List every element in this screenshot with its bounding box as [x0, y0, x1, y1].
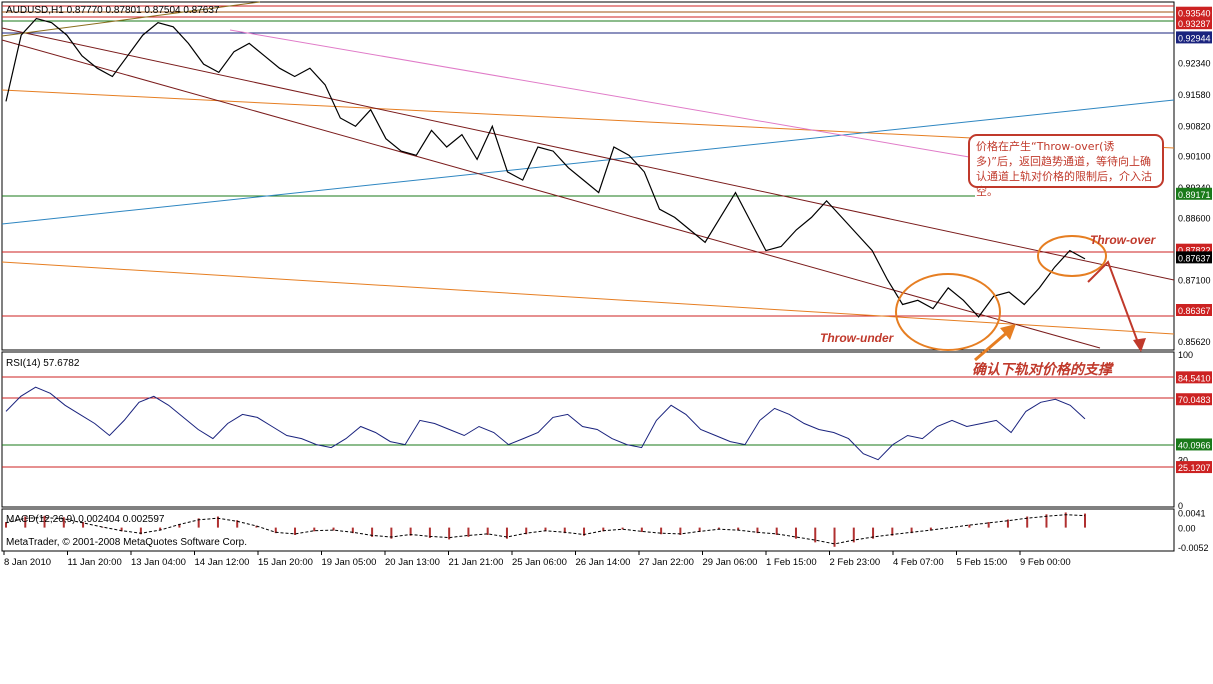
price-tick-badge	[1176, 303, 1212, 316]
macd-tick-label: 0.00	[1178, 524, 1196, 534]
throw-over-arrow	[1087, 260, 1141, 349]
rsi-tick-badge	[1176, 371, 1212, 384]
time-tick-label: 11 Jan 20:00	[68, 557, 122, 568]
macd-label: MACD(12,26,9) 0.002404 0.002597	[6, 514, 165, 525]
price-tick-label: 0.87100	[1178, 276, 1211, 286]
time-axis-ticks: 8 Jan 2010 11 Jan 20:00 13 Jan 04:00 14 Jan…	[3, 551, 1071, 568]
price-tick-badge	[1176, 17, 1212, 30]
arrow-head	[1133, 338, 1146, 352]
time-tick-label: 5 Feb 15:00	[957, 557, 1008, 568]
rsi-tick-badge	[1176, 393, 1212, 406]
macd-histogram	[5, 512, 1086, 547]
time-tick-label: 4 Feb 07:00	[893, 557, 944, 568]
rsi-tick-label: 100	[1178, 350, 1193, 360]
support-arrow	[974, 328, 1011, 362]
price-levels	[2, 5, 1174, 317]
time-tick-label: 14 Jan 12:00	[195, 557, 250, 568]
rsi-panel	[1, 351, 1175, 508]
time-tick-label: 2 Feb 23:00	[830, 557, 881, 568]
time-tick-label: 29 Jan 06:00	[703, 557, 758, 568]
price-tick-badge	[1176, 31, 1212, 44]
price-tick-label: 0.90100	[1178, 151, 1211, 161]
price-tick-label: 0.93287	[1178, 19, 1211, 29]
time-tick-label: 9 Feb 00:00	[1020, 557, 1071, 568]
copyright: MetaTrader, © 2001-2008 MetaQuotes Softw…	[6, 537, 247, 548]
throw-over-ellipse	[1037, 235, 1107, 277]
rsi-label: RSI(14) 57.6782	[6, 358, 80, 369]
macd-signal-line	[5, 514, 1086, 545]
price-tick-badge	[1176, 187, 1212, 200]
price-tick-label: 0.89340	[1178, 183, 1211, 193]
time-tick-label: 27 Jan 22:00	[639, 557, 694, 568]
macd-panel	[1, 508, 1175, 552]
rsi-tick-label: 30	[1178, 456, 1188, 466]
rsi-tick-label: 0	[1178, 501, 1183, 511]
rsi-tick-badge	[1176, 461, 1212, 474]
time-tick-label: 25 Jan 06:00	[512, 557, 567, 568]
time-tick-label: 15 Jan 20:00	[258, 557, 313, 568]
price-tick-label: 0.90820	[1178, 121, 1211, 131]
macd-tick-label: 0.0041	[1178, 508, 1206, 518]
support-note: 确认下轨对价格的支撑	[972, 361, 1114, 377]
price-tick-label: 0.91580	[1178, 90, 1211, 100]
support-arrow-head	[1000, 324, 1016, 340]
throw-under-label: Throw-under	[820, 331, 895, 345]
price-tick-label: 0.85620	[1178, 337, 1211, 347]
rsi-tick-badge	[1176, 438, 1212, 451]
rsi-series-line	[5, 386, 1086, 461]
time-tick-label: 21 Jan 21:00	[449, 557, 504, 568]
macd-tick-label: -0.0052	[1178, 543, 1209, 553]
rsi-levels	[2, 376, 1174, 468]
throw-over-label: Throw-over	[1090, 233, 1157, 247]
price-tick-label: 0.88600	[1178, 213, 1211, 223]
time-tick-label: 8 Jan 2010	[4, 557, 51, 568]
symbol-header: AUDUSD,H1 0.87770 0.87801 0.87504 0.8763…	[6, 5, 220, 16]
rsi-tick-label: 84.5410	[1178, 373, 1211, 383]
price-tick-label: 0.93540	[1178, 9, 1211, 19]
time-tick-label: 13 Jan 04:00	[131, 557, 186, 568]
price-series-line	[5, 17, 1086, 318]
macd-axis-ticks: 0.0041 0.00 -0.0052	[1178, 508, 1209, 552]
time-tick-label: 1 Feb 15:00	[766, 557, 817, 568]
price-tick-label: 0.87822	[1178, 246, 1211, 256]
price-tick-label: 0.92944	[1178, 33, 1211, 43]
price-tick-label: 0.89171	[1178, 190, 1211, 200]
throw-under-ellipse	[895, 273, 1001, 351]
price-tick-badge	[1176, 6, 1212, 19]
rsi-tick-label: 25.1207	[1178, 463, 1211, 473]
rsi-tick-label: 40.0966	[1178, 440, 1211, 450]
time-tick-label: 26 Jan 14:00	[576, 557, 631, 568]
price-tick-badge	[1176, 251, 1212, 264]
analysis-note-box: 价格在产生“Throw-over(诱多)”后，返回趋势通道，等待向上确认通道上轨…	[968, 134, 1164, 198]
price-tick-label: 0.86367	[1178, 306, 1211, 316]
price-tick-label: 0.87637	[1178, 253, 1211, 263]
price-tick-label: 0.92340	[1178, 58, 1211, 68]
time-tick-label: 19 Jan 05:00	[322, 557, 377, 568]
time-tick-label: 20 Jan 13:00	[385, 557, 440, 568]
rsi-tick-label: 70.0483	[1178, 395, 1211, 405]
